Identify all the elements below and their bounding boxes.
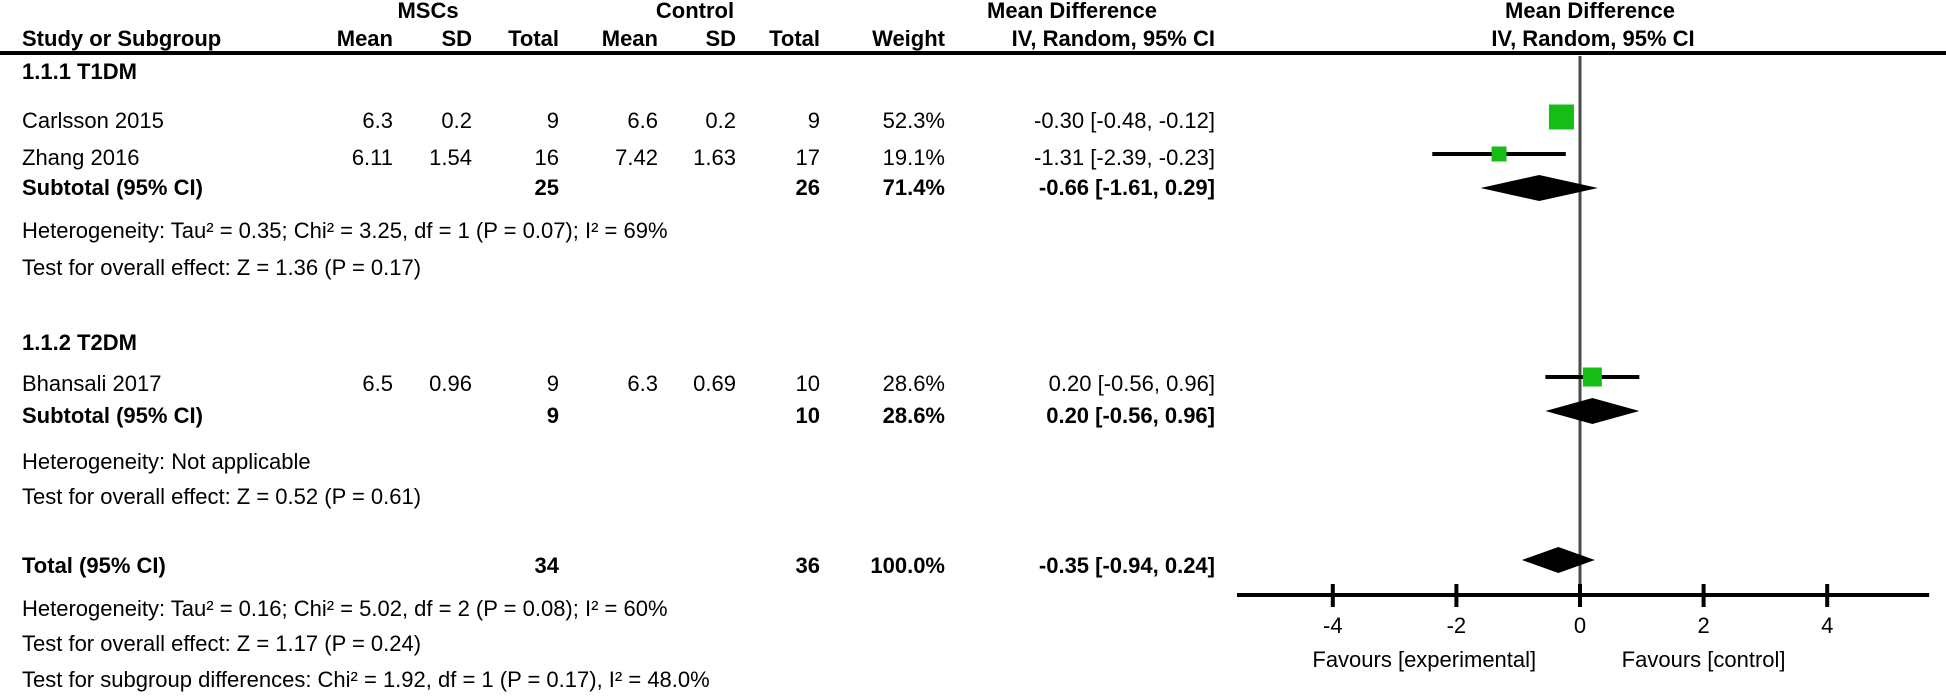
study-label: Total (95% CI) xyxy=(22,553,166,578)
table-row-study: Zhang 2016 6.11 1.54 16 7.42 1.63 17 19.1% -1.31… xyxy=(0,145,1946,171)
total-diamond xyxy=(1521,547,1595,573)
table-row-study: Bhansali 2017 6.5 0.96 9 6.3 0.69 10 28.6% 0.20 … xyxy=(0,371,1946,397)
md-ci-text-cell: -1.31 [-2.39, -0.23] xyxy=(1034,145,1215,170)
table-row-note: Test for overall effect: Z = 0.52 (P = 0… xyxy=(0,484,1946,510)
x-axis-tick-label: -2 xyxy=(1447,613,1467,638)
weight-cell: 28.6% xyxy=(882,371,945,396)
total-mscs-cell: 9 xyxy=(546,403,559,428)
md-text-column-subheader: IV, Random, 95% CI xyxy=(1011,26,1215,51)
total-mscs-cell: 9 xyxy=(546,108,559,133)
study-effect-marker xyxy=(1491,146,1507,162)
footnote-text: Test for subgroup differences: Chi² = 1.… xyxy=(22,667,710,692)
total2-column-header: Total xyxy=(769,26,820,51)
footnote-text: Heterogeneity: Tau² = 0.35; Chi² = 3.25,… xyxy=(22,218,668,243)
md-text-column-title: Mean Difference xyxy=(987,0,1157,23)
study-label: Subtotal (95% CI) xyxy=(22,175,203,200)
sd-mscs-cell: 1.54 xyxy=(429,145,472,170)
sd-mscs-cell: 0.96 xyxy=(429,371,472,396)
study-effect-marker xyxy=(1582,367,1602,387)
mean-mscs-cell: 6.11 xyxy=(351,145,393,170)
weight-cell: 100.0% xyxy=(870,553,945,578)
mean2-column-header: Mean xyxy=(601,26,658,51)
total-control-cell: 9 xyxy=(807,108,820,133)
weight-cell: 28.6% xyxy=(882,403,945,428)
table-row-note: Test for subgroup differences: Chi² = 1.… xyxy=(0,667,1946,693)
table-row-subtotal: Subtotal (95% CI) 25 26 71.4% -0.66 [-1.61, … xyxy=(0,175,1946,201)
study-label: Carlsson 2015 xyxy=(22,108,164,133)
sd2-column-header: SD xyxy=(705,26,736,51)
study-column-header: Study or Subgroup xyxy=(22,26,222,51)
x-axis-tick-label: -4 xyxy=(1323,613,1343,638)
table-row-note: Test for overall effect: Z = 1.36 (P = 0… xyxy=(0,255,1946,281)
x-axis-tick-label: 2 xyxy=(1697,613,1709,638)
sd-control-cell: 0.2 xyxy=(705,108,736,133)
footnote-text: Heterogeneity: Not applicable xyxy=(22,449,311,474)
total1-column-header: Total xyxy=(508,26,559,51)
weight-cell: 71.4% xyxy=(882,175,945,200)
table-row-total: Total (95% CI) 34 36 100.0% -0.35 [-0.94, 0.… xyxy=(0,553,1946,579)
mean-control-cell: 6.3 xyxy=(627,371,658,396)
subtotal-diamond xyxy=(1545,398,1640,424)
total-control-cell: 10 xyxy=(795,371,820,396)
sd-control-cell: 1.63 xyxy=(693,145,736,170)
treatment-group-header: MSCs xyxy=(397,0,459,23)
md-ci-text-cell: 0.20 [-0.56, 0.96] xyxy=(1048,371,1215,396)
table-row-note: Heterogeneity: Tau² = 0.16; Chi² = 5.02,… xyxy=(0,596,1946,622)
study-label: Subtotal (95% CI) xyxy=(22,403,203,428)
md-ci-text-cell: -0.35 [-0.94, 0.24] xyxy=(1038,553,1215,578)
footnote-text: Heterogeneity: Tau² = 0.16; Chi² = 5.02,… xyxy=(22,596,668,621)
md-ci-text-cell: -0.30 [-0.48, -0.12] xyxy=(1034,108,1215,133)
control-group-header: Control xyxy=(655,0,735,23)
total-mscs-cell: 9 xyxy=(546,371,559,396)
total-mscs-cell: 25 xyxy=(534,175,559,200)
sd-mscs-cell: 0.2 xyxy=(441,108,472,133)
study-label: 1.1.1 T1DM xyxy=(22,59,137,84)
table-row-group: 1.1.2 T2DM xyxy=(0,330,1946,356)
total-control-cell: 10 xyxy=(795,403,820,428)
sd-control-cell: 0.69 xyxy=(693,371,736,396)
study-label: Zhang 2016 xyxy=(22,145,140,170)
favours-experimental-label: Favours [experimental] xyxy=(1312,647,1536,672)
md-plot-column-subheader: IV, Random, 95% CI xyxy=(1491,26,1695,51)
mean-mscs-cell: 6.3 xyxy=(362,108,393,133)
weight-cell: 19.1% xyxy=(882,145,945,170)
table-row-group: 1.1.1 T1DM xyxy=(0,59,1946,85)
md-ci-text-cell: -0.66 [-1.61, 0.29] xyxy=(1038,175,1215,200)
table-row-note: Heterogeneity: Not applicable xyxy=(0,449,1946,475)
x-axis-tick-label: 4 xyxy=(1821,613,1833,638)
weight-cell: 52.3% xyxy=(882,108,945,133)
mean-control-cell: 6.6 xyxy=(627,108,658,133)
md-plot-column-title: Mean Difference xyxy=(1505,0,1675,23)
total-control-cell: 26 xyxy=(795,175,820,200)
header-rule xyxy=(0,51,1946,55)
total-mscs-cell: 34 xyxy=(534,553,559,578)
weight-column-header: Weight xyxy=(872,26,945,51)
total-control-cell: 17 xyxy=(795,145,820,170)
table-row-note: Heterogeneity: Tau² = 0.35; Chi² = 3.25,… xyxy=(0,218,1946,244)
md-ci-text-cell: 0.20 [-0.56, 0.96] xyxy=(1046,403,1215,428)
total-mscs-cell: 16 xyxy=(534,145,559,170)
footnote-text: Test for overall effect: Z = 1.17 (P = 0… xyxy=(22,631,422,656)
sd1-column-header: SD xyxy=(441,26,472,51)
study-label: 1.1.2 T2DM xyxy=(22,330,137,355)
mean1-column-header: Mean xyxy=(336,26,393,51)
study-effect-marker xyxy=(1548,104,1574,130)
table-row-subtotal: Subtotal (95% CI) 9 10 28.6% 0.20 [-0.56, 0.… xyxy=(0,403,1946,429)
table-row-note: Test for overall effect: Z = 1.17 (P = 0… xyxy=(0,631,1946,657)
footnote-text: Test for overall effect: Z = 0.52 (P = 0… xyxy=(22,484,422,509)
table-row-study: Carlsson 2015 6.3 0.2 9 6.6 0.2 9 52.3% -0.30 [-… xyxy=(0,108,1946,134)
study-label: Bhansali 2017 xyxy=(22,371,162,396)
mean-control-cell: 7.42 xyxy=(615,145,658,170)
total-control-cell: 36 xyxy=(795,553,820,578)
mean-mscs-cell: 6.5 xyxy=(362,371,393,396)
favours-control-label: Favours [control] xyxy=(1622,647,1786,672)
footnote-text: Test for overall effect: Z = 1.36 (P = 0… xyxy=(22,255,422,280)
subtotal-diamond xyxy=(1480,175,1598,201)
x-axis-tick-label: 0 xyxy=(1574,613,1586,638)
